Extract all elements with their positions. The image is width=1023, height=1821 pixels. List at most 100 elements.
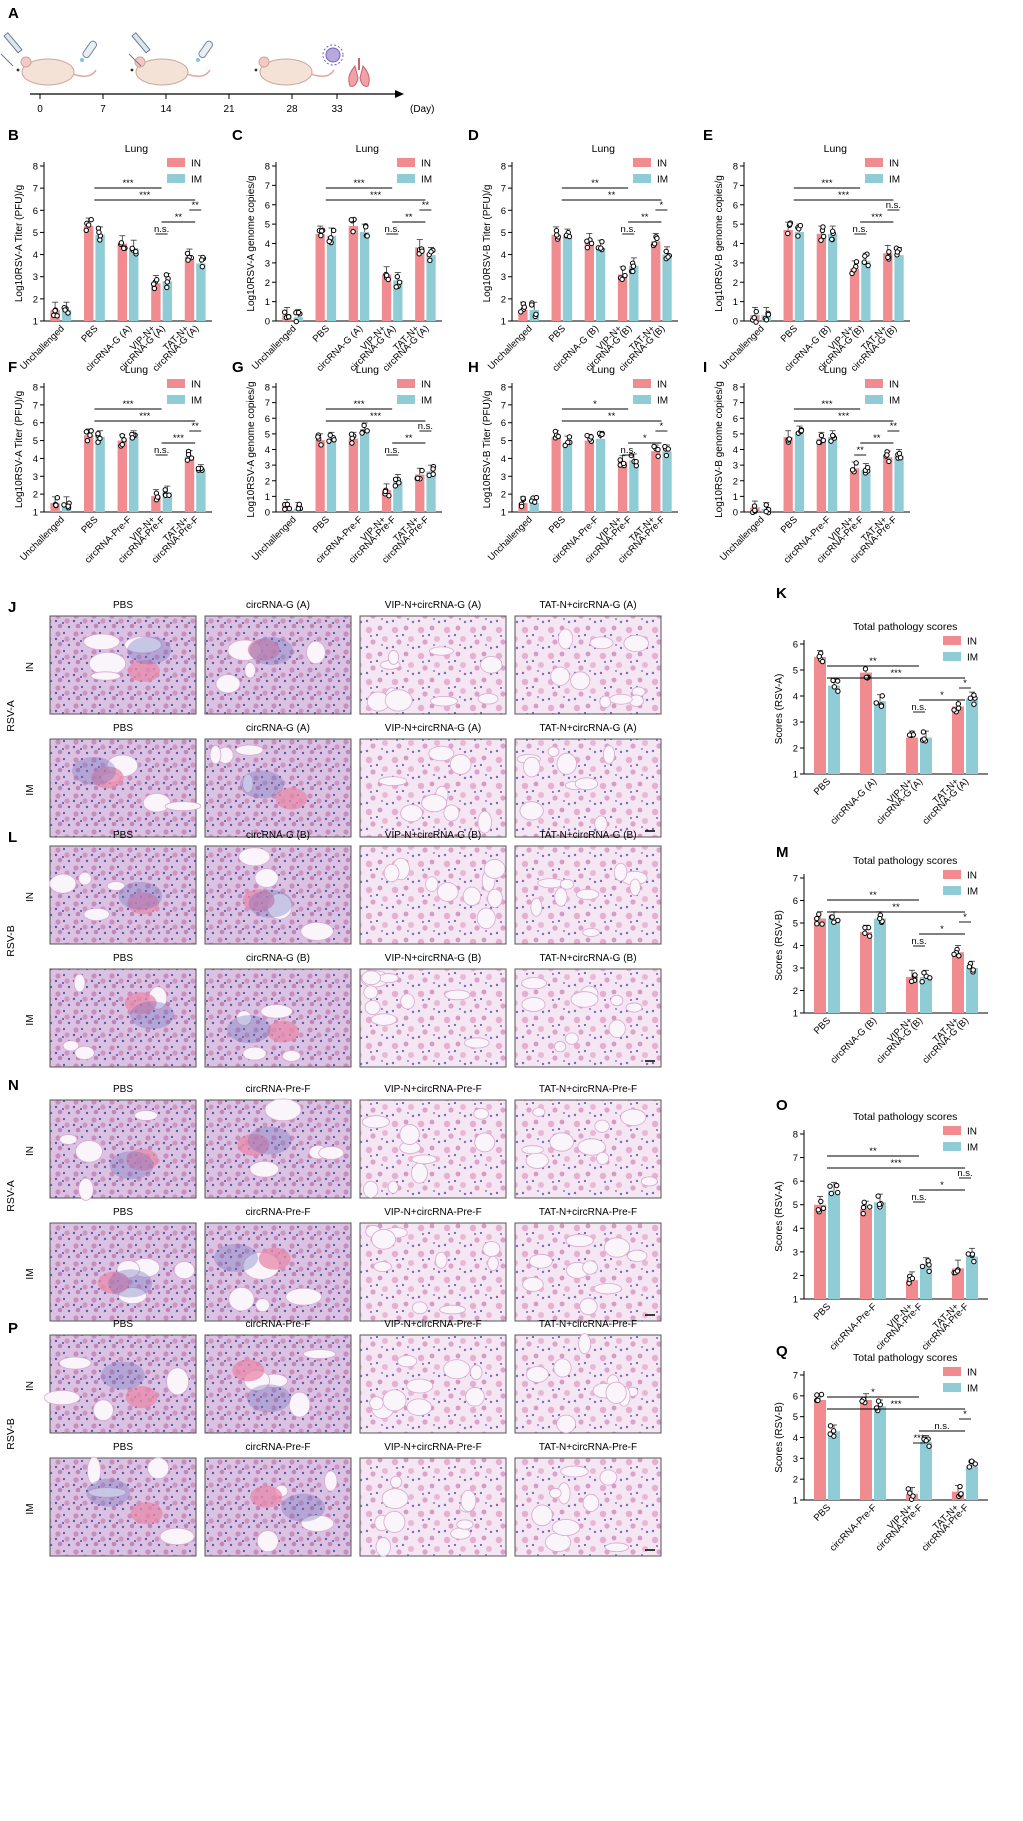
data-point <box>318 442 324 448</box>
chart-title: Lung <box>824 143 848 155</box>
image-label: TAT-N+circRNA-G (A) <box>539 723 636 734</box>
histology-image <box>359 1222 507 1322</box>
data-point <box>281 309 288 315</box>
y-tick-label: 7 <box>733 181 738 192</box>
sig-label: ** <box>890 421 898 432</box>
data-point <box>787 221 793 227</box>
y-tick-label: 6 <box>793 1391 798 1402</box>
y-tick-label: 4 <box>793 692 798 703</box>
y-axis-label: Log10RSV-B Titer (PFU)/g <box>482 185 493 303</box>
bar-im <box>95 234 105 321</box>
sig-label: n.s. <box>385 224 400 235</box>
legend-swatch <box>943 636 961 645</box>
data-point <box>630 263 637 269</box>
sig-label: n.s. <box>853 224 868 235</box>
data-point <box>415 475 421 481</box>
bar-im <box>662 254 672 321</box>
panel-letter: C <box>232 127 243 144</box>
bar-im <box>874 918 886 1013</box>
data-point <box>154 277 160 283</box>
data-point <box>555 433 561 440</box>
image-label: VIP-N+circRNA-G (A) <box>385 600 481 611</box>
legend-label: IN <box>421 380 431 391</box>
y-tick-label: 8 <box>733 162 738 173</box>
route-label: IN <box>25 662 36 672</box>
syringe-icon <box>128 32 151 67</box>
sig-label: * <box>963 678 967 689</box>
data-point <box>361 422 367 429</box>
x-tick-label: PBS <box>812 776 833 797</box>
bar-im <box>529 503 539 512</box>
chart-title: Total pathology scores <box>853 855 957 867</box>
data-point <box>588 434 594 440</box>
x-tick-label: circRNA-G (B) <box>828 1015 879 1066</box>
sig-label: n.s. <box>886 200 901 211</box>
histology-image <box>204 1334 352 1434</box>
bar-im <box>920 977 932 1013</box>
image-label: circRNA-Pre-F <box>246 1207 311 1218</box>
y-tick-label: 6 <box>265 200 270 211</box>
data-point <box>54 313 60 319</box>
y-axis-label: Scores (RSV-A) <box>774 1181 785 1252</box>
image-label: PBS <box>113 723 133 734</box>
timeline-tick-label: 28 <box>286 104 298 115</box>
legend-swatch <box>943 1383 961 1392</box>
image-label: VIP-N+circRNA-G (B) <box>385 953 481 964</box>
data-point <box>620 460 627 467</box>
image-label: circRNA-G (A) <box>246 600 310 611</box>
data-point <box>958 1491 964 1497</box>
legend-swatch <box>167 395 185 404</box>
bar-im <box>662 451 672 512</box>
y-axis-label: Log10RSV-A genome copies/g <box>246 381 257 517</box>
bar-im <box>894 255 904 321</box>
sig-label: *** <box>821 399 832 410</box>
sig-label: n.s. <box>911 702 926 713</box>
image-label: PBS <box>113 830 133 841</box>
y-tick-label: 3 <box>501 472 506 483</box>
data-point <box>818 1198 824 1205</box>
data-point <box>907 1490 913 1496</box>
data-point <box>162 487 168 493</box>
image-label: PBS <box>113 600 133 611</box>
y-axis-label: Log10RSV-B genome copies/g <box>714 175 725 312</box>
y-tick-label: 5 <box>265 220 270 231</box>
data-point <box>393 284 399 290</box>
data-point <box>835 1189 841 1196</box>
y-tick-label: 6 <box>265 414 270 425</box>
data-point <box>927 975 933 981</box>
data-point <box>188 455 195 461</box>
data-point <box>829 914 835 920</box>
sig-label: ** <box>422 200 430 211</box>
data-point <box>566 434 573 440</box>
panel-letter: M <box>776 844 789 861</box>
image-label: circRNA-Pre-F <box>246 1319 311 1330</box>
chart-f: F Lung 1 2 3 4 5 6 7 8 Log10RSV-A Titer (PFU)/g IN I… <box>8 359 212 566</box>
data-point <box>633 458 639 465</box>
data-point <box>867 1204 873 1210</box>
y-tick-label: 8 <box>733 383 738 394</box>
panel-letter: N <box>8 1077 19 1094</box>
data-point <box>894 249 901 255</box>
data-point <box>295 309 302 316</box>
chart-title: Lung <box>824 364 848 376</box>
image-label: PBS <box>113 1442 133 1453</box>
sig-label: n.s. <box>385 445 400 456</box>
data-point <box>166 492 172 498</box>
panel-letter: F <box>8 359 17 376</box>
data-point <box>54 495 61 501</box>
bar-in <box>952 952 964 1013</box>
bar-im <box>162 492 173 512</box>
nasal-dropper-icon <box>80 40 98 62</box>
sig-label: n.s. <box>154 224 169 235</box>
y-tick-label: 3 <box>501 272 506 283</box>
data-point <box>95 430 101 437</box>
data-point <box>663 248 669 255</box>
data-point <box>815 1397 821 1404</box>
data-point <box>816 911 822 917</box>
bar-im <box>326 235 337 321</box>
y-tick-label: 3 <box>793 1247 798 1258</box>
bar-in <box>849 268 860 321</box>
bar-in <box>117 243 127 321</box>
sig-label: *** <box>173 433 184 444</box>
histology-image <box>514 615 662 715</box>
